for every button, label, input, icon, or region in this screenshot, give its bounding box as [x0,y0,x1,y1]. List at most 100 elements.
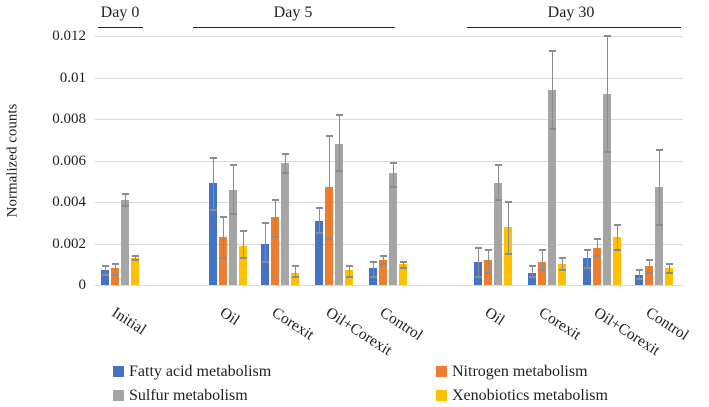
legend-label-sulfur: Sulfur metabolism [129,387,248,404]
bar [281,162,289,285]
error-bar-cap-bottom [548,128,556,131]
error-bar-cap-top [369,261,377,264]
bar [219,237,227,285]
day-section-label: Day 30 [547,4,595,21]
bar [538,262,546,285]
bar [665,268,673,285]
error-bar-cap-top [315,207,323,210]
error-bar-cap-top [219,215,227,218]
error-bar-cap-bottom [494,198,502,201]
error-bar-cap-bottom [538,269,546,272]
error-bar-cap-top [558,257,566,260]
error-bar-line [213,158,214,211]
error-bar-cap-top [494,163,502,166]
legend-swatch-sulfur [113,390,124,401]
error-bar-cap-bottom [229,213,237,216]
error-bar-line [329,135,330,240]
error-bar-line [233,164,234,215]
error-bar-cap-bottom [281,171,289,174]
legend-label-nitrogen: Nitrogen metabolism [452,363,588,380]
error-bar-line [542,249,543,271]
legend-item-fatty-acid: Fatty acid metabolism [113,362,271,381]
error-bar-line [639,270,640,279]
bar [593,247,601,285]
error-bar-cap-bottom [474,275,482,278]
bar [345,270,353,285]
error-bar-cap-top [261,221,269,224]
error-bar-cap-bottom [271,236,279,239]
error-bar-line [617,224,618,250]
error-bar-line [243,231,244,259]
error-bar-cap-bottom [209,209,217,212]
error-bar-cap-top [379,254,387,257]
legend-swatch-nitrogen [436,366,447,377]
bar [379,260,387,285]
bar [603,94,611,285]
error-bar-cap-top [548,49,556,52]
bar [528,272,536,285]
error-bar-cap-bottom [665,271,673,274]
gridline [95,77,683,79]
x-axis-label: Oil [481,304,508,330]
error-bar-cap-bottom [528,275,536,278]
bar [239,245,247,285]
day-section-label: Day 5 [273,4,313,21]
bar [399,264,407,285]
y-tick-label: 0.008 [52,111,86,127]
y-tick-label: 0.01 [59,69,86,86]
error-bar-cap-top [325,134,333,137]
error-bar-cap-top [271,198,279,201]
day-section-underline [193,27,395,28]
error-bar-line [373,262,374,277]
error-bar-cap-top [399,261,407,264]
error-bar-cap-bottom [484,271,492,274]
legend-item-xenobiotics: Xenobiotics metabolism [436,386,608,405]
error-bar-cap-bottom [335,169,343,172]
error-bar-cap-top [239,230,247,233]
error-bar-cap-bottom [369,275,377,278]
x-axis-label: Corexit [268,304,317,344]
legend-item-sulfur: Sulfur metabolism [113,386,248,405]
y-tick-label: 0.004 [52,194,86,210]
error-bar-line [587,249,588,269]
x-axis-label: Corexit [535,304,584,344]
error-bar-line [115,264,116,275]
error-bar-line [552,50,553,130]
bar [111,268,119,285]
error-bar-cap-top [281,153,289,156]
bar [635,274,643,285]
error-bar-line [339,114,340,171]
bar [558,264,566,285]
error-bar-line [508,202,509,254]
error-bar-line [607,36,608,153]
error-bar-cap-bottom [645,271,653,274]
x-axis-label: Initial [108,304,150,339]
error-bar-cap-top [655,149,663,152]
error-bar-line [649,260,650,273]
error-bar-cap-bottom [399,267,407,270]
error-bar-cap-top [209,157,217,160]
error-bar-cap-bottom [291,275,299,278]
error-bar-cap-top [291,265,299,268]
y-tick-label: 0.012 [52,28,86,44]
error-bar-cap-top [645,259,653,262]
bar [271,216,279,285]
day-section-label: Day 0 [100,4,140,21]
error-bar-cap-top [389,161,397,164]
error-bar-line [393,162,394,188]
bar [209,183,217,285]
error-bar-cap-top [635,269,643,272]
bar [655,187,663,285]
error-bar-line [349,266,350,277]
bar [131,258,139,285]
gridline [95,285,683,286]
error-bar-cap-bottom [325,238,333,241]
error-bar-cap-bottom [635,277,643,280]
bar [291,272,299,285]
error-bar-cap-top [345,265,353,268]
error-bar-line [135,255,136,261]
error-bar-cap-bottom [583,267,591,270]
error-bar-cap-top [583,248,591,251]
error-bar-cap-top [229,163,237,166]
